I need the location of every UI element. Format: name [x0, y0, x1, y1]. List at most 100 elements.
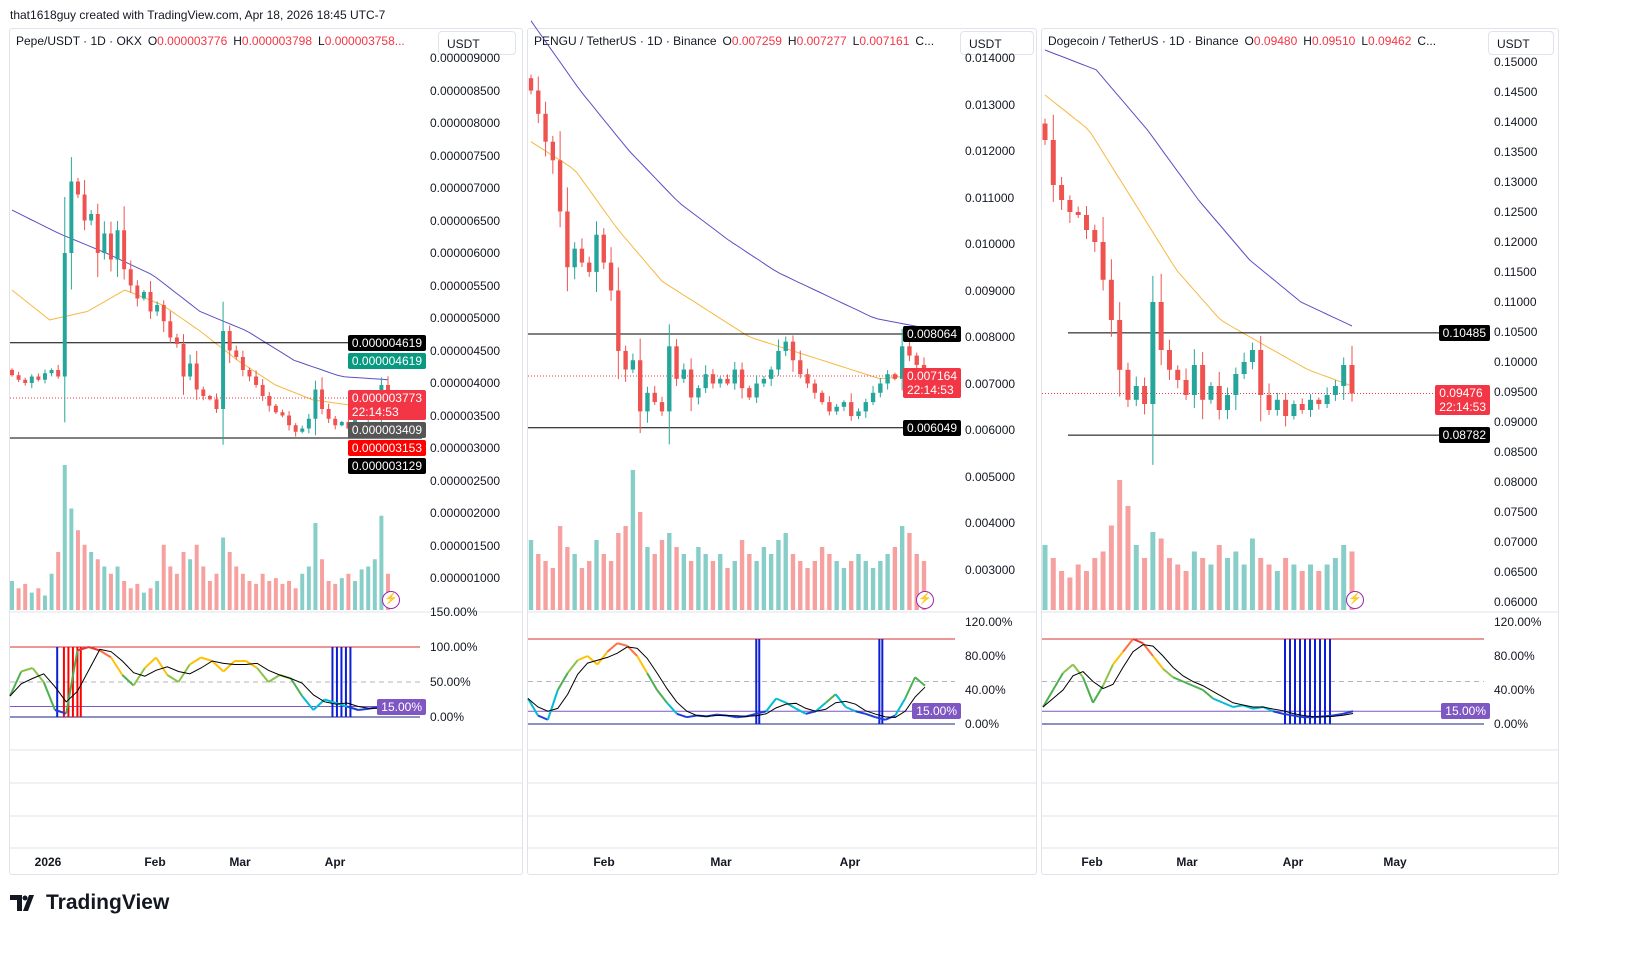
osc-k-line: [865, 712, 876, 719]
candle-body: [1100, 242, 1106, 280]
open-value: 0.007259: [731, 34, 782, 48]
price-badge: 0.000003773 22:14:53: [347, 389, 426, 420]
symbol-legend[interactable]: Pepe/USDT · 1D · OKX O0.000003776 H0.00000…: [16, 34, 405, 48]
candle-body: [776, 350, 781, 370]
chart-panel-doge[interactable]: Dogecoin / TetherUS · 1D · Binance O0.094…: [1041, 28, 1559, 875]
osc-k-line: [290, 677, 303, 697]
candle-body: [1108, 279, 1114, 320]
candle-body: [1266, 395, 1272, 410]
tradingview-logo-icon: [10, 895, 34, 911]
candle-body: [194, 363, 199, 390]
candle-body: [608, 262, 614, 291]
symbol-title: Dogecoin / TetherUS · 1D · Binance: [1048, 34, 1239, 48]
currency-button[interactable]: USDT: [438, 31, 516, 55]
candle-body: [710, 374, 716, 384]
volume-bar: [1059, 571, 1065, 610]
lightning-icon[interactable]: ⚡: [1346, 591, 1364, 609]
candle-body: [240, 357, 245, 370]
candle-body: [174, 337, 179, 344]
open-label: O: [147, 34, 158, 48]
osc-k-line: [1232, 704, 1244, 708]
osc-k-line: [875, 716, 886, 721]
osc-k-line: [1062, 663, 1074, 674]
chart-panel-pepe[interactable]: Pepe/USDT · 1D · OKX O0.000003776 H0.00000…: [9, 28, 523, 875]
volume-bar: [1291, 564, 1297, 610]
candle-body: [827, 402, 832, 412]
x-tick: May: [1383, 855, 1407, 869]
volume-bar: [188, 559, 193, 610]
volume-bar: [23, 583, 28, 610]
symbol-legend[interactable]: PENGU / TetherUS · 1D · Binance O0.007259…: [534, 34, 934, 48]
x-tick: Apr: [839, 855, 861, 869]
candle-body: [819, 392, 825, 403]
lightning-icon[interactable]: ⚡: [916, 591, 934, 609]
volume-bar: [108, 573, 113, 610]
candle-body: [108, 233, 113, 260]
candle-body: [892, 374, 898, 379]
candle-body: [688, 369, 694, 398]
volume-bar: [1283, 558, 1289, 610]
candle-body: [247, 370, 252, 377]
candle-body: [674, 346, 679, 379]
candle-body: [1092, 230, 1098, 242]
price-axis-label: 0.000008000: [430, 116, 501, 130]
price-axis-label: 0.000005000: [430, 311, 501, 325]
osc-k-line: [566, 659, 579, 674]
volume-bar: [201, 566, 206, 610]
candle-body: [141, 292, 146, 299]
price-axis-label: 0.005000: [965, 469, 1016, 484]
x-tick: 2026: [34, 855, 62, 869]
high-label: H: [1303, 34, 1312, 48]
volume-bar: [761, 547, 767, 610]
osc-k-line: [211, 660, 225, 673]
currency-button[interactable]: USDT: [960, 31, 1034, 55]
candle-body: [1349, 365, 1355, 394]
volume-bar: [1241, 564, 1247, 610]
price-axis-label: 0.09000: [1494, 415, 1538, 429]
high-value: 0.007277: [796, 34, 847, 48]
osc-axis-label: 80.00%: [965, 649, 1006, 663]
volume-bar: [287, 581, 292, 610]
currency-button[interactable]: USDT: [1488, 31, 1554, 55]
volume-bar: [819, 547, 825, 610]
osc-k-line: [245, 660, 258, 669]
volume-bar: [267, 581, 272, 610]
volume-bar: [1142, 558, 1148, 610]
tradingview-logo[interactable]: TradingView: [10, 891, 169, 915]
volume-bar: [313, 523, 318, 610]
chart-credit: that1618guy created with TradingView.com…: [10, 8, 386, 22]
volume-bar: [1150, 532, 1156, 610]
candle-body: [550, 141, 556, 161]
osc-k-line: [20, 667, 33, 673]
volume-bar: [1249, 538, 1255, 610]
candle-body: [703, 374, 708, 389]
osc-k-line: [301, 695, 315, 711]
candle-body: [36, 376, 41, 380]
candle-body: [645, 392, 650, 412]
candle-body: [1283, 399, 1289, 416]
chart-panel-pengu[interactable]: PENGU / TetherUS · 1D · Binance O0.007259…: [527, 28, 1037, 875]
osc-k-line: [825, 693, 837, 704]
osc-k-line: [1282, 712, 1294, 717]
osc-k-line: [65, 650, 79, 714]
candle-body: [128, 269, 133, 286]
price-badge: 0.08782: [1438, 427, 1490, 444]
candle-body: [201, 389, 206, 396]
volume-bar: [812, 561, 818, 610]
volume-bar: [293, 588, 298, 610]
osc-k-line: [686, 714, 697, 719]
price-axis-label: 0.011000: [965, 190, 1015, 205]
lightning-icon[interactable]: ⚡: [382, 591, 400, 609]
low-label: L: [852, 34, 860, 48]
osc-k-line: [636, 655, 648, 674]
price-badge: 0.000003153: [347, 439, 426, 456]
volume-bar: [718, 554, 723, 610]
candle-body: [834, 406, 839, 412]
osc-k-line: [1272, 710, 1284, 715]
osc-k-line: [200, 656, 213, 662]
symbol-legend[interactable]: Dogecoin / TetherUS · 1D · Binance O0.094…: [1048, 34, 1436, 48]
candle-body: [725, 378, 730, 384]
close-truncated: C...: [1417, 34, 1437, 48]
price-axis-label: 0.009000: [965, 283, 1016, 298]
